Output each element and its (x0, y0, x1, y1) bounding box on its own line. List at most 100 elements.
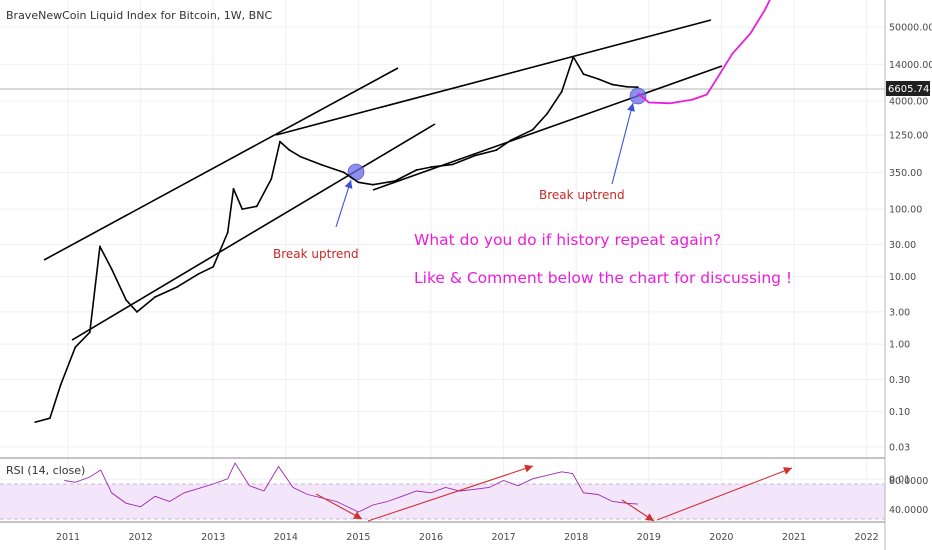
price-point (125, 299, 127, 301)
break-arrow-left (335, 179, 352, 228)
x-tick-label: 2018 (564, 532, 588, 543)
price-point (321, 164, 323, 166)
trendlines[interactable] (43, 19, 723, 341)
price-point (393, 180, 396, 183)
break-arrow-right-head (627, 103, 635, 112)
price-point (226, 231, 229, 234)
price-point (299, 155, 302, 158)
y-tick-label: 1250.00 (889, 131, 928, 142)
price-point (59, 383, 62, 386)
rsi-arrow-up-2-head (783, 467, 792, 475)
price-point (232, 187, 235, 190)
y-tick-label: 100.00 (889, 205, 922, 216)
price-point (597, 78, 599, 80)
price-point (88, 331, 91, 334)
price-point (110, 268, 113, 270)
trendline (275, 19, 712, 136)
price-point (611, 83, 614, 86)
price-point (270, 178, 273, 180)
price-point (473, 154, 476, 157)
break-arrow-left-head (344, 180, 353, 189)
rsi-band (0, 484, 885, 519)
y-tick-label: 10.00 (889, 272, 916, 283)
price-point (572, 56, 575, 58)
price-point (197, 272, 200, 275)
y-tick-label: 350.00 (889, 168, 922, 179)
x-tick-label: 2014 (274, 532, 298, 543)
price-point (415, 169, 418, 171)
break-uptrend-label-right: Break uptrend (539, 188, 625, 202)
last-price-tag: 6605.74 (886, 81, 930, 96)
price-point (357, 181, 360, 184)
price-point (430, 166, 432, 168)
price-point (99, 245, 101, 248)
rsi-y-tick-label: 40.0000 (889, 505, 928, 516)
trendline (71, 123, 436, 341)
last-price-label: 6605.74 (888, 84, 929, 95)
price-point (451, 163, 454, 166)
price-point (48, 417, 51, 420)
y-tick-label: 0.03 (889, 442, 910, 453)
x-tick-label: 2021 (782, 532, 806, 543)
rsi-arrow-down-1 (315, 493, 363, 520)
price-point (546, 112, 549, 115)
x-tick-label: 2022 (855, 532, 879, 543)
x-tick-label: 2011 (56, 532, 80, 543)
y-tick-label: 1.00 (889, 340, 910, 351)
y-tick-label: 30.00 (889, 240, 916, 251)
rsi-y-tick-label: 80.0000 (889, 476, 928, 487)
price-point (531, 128, 534, 131)
break-uptrend-label-left: Break uptrend (273, 247, 359, 261)
price-point (241, 208, 244, 211)
price-point (637, 86, 639, 89)
y-tick-label: 14000.00 (889, 60, 932, 71)
price-point (560, 90, 563, 93)
x-tick-label: 2012 (129, 532, 153, 543)
price-point (279, 140, 281, 143)
price-point (372, 183, 374, 186)
rsi-arrow-down-2-head (645, 513, 654, 521)
y-tick-label: 3.00 (889, 307, 910, 318)
price-point (176, 286, 178, 288)
trendline (372, 65, 723, 191)
x-tick-label: 2019 (637, 532, 661, 543)
rsi-title: RSI (14, close) (6, 464, 85, 477)
y-tick-label: 50000.00 (889, 22, 932, 33)
rsi-arrow-up-1-head (524, 464, 533, 473)
x-tick-label: 2013 (201, 532, 225, 543)
price-point (154, 296, 157, 298)
chart-title: BraveNewCoin Liquid Index for Bitcoin, 1… (6, 9, 272, 22)
y-tick-label: 0.10 (889, 407, 910, 418)
y-tick-label: 0.01 (889, 475, 910, 486)
rsi-arrow-down-1-head (353, 511, 362, 519)
price-point (34, 421, 37, 423)
question-annotation: What do you do if history repeat again? (414, 231, 721, 249)
x-tick-label: 2020 (709, 532, 733, 543)
rsi-arrow-up-2 (656, 467, 793, 521)
price-point (288, 149, 291, 151)
x-tick-label: 2016 (419, 532, 443, 543)
price-point (255, 205, 258, 208)
break-arrow-right (611, 102, 634, 185)
annotation-arrows[interactable] (315, 102, 793, 522)
y-tick-label: 0.30 (889, 375, 910, 386)
price-point (212, 265, 215, 268)
rsi-arrow-up-1 (367, 465, 534, 522)
price-point (626, 85, 628, 88)
rsi-line (64, 462, 638, 513)
price-point (74, 346, 77, 349)
price-point (495, 149, 498, 151)
y-tick-label: 4000.00 (889, 97, 928, 108)
x-tick-label: 2017 (492, 532, 516, 543)
comment-annotation: Like & Comment below the chart for discu… (414, 269, 792, 287)
price-point (342, 171, 345, 174)
price-point (582, 73, 585, 76)
price-point (509, 139, 512, 142)
trendline (43, 67, 399, 261)
projection-line (637, 0, 771, 105)
price-point (136, 311, 138, 313)
x-tick-label: 2015 (346, 532, 370, 543)
grid (0, 0, 885, 522)
break-marker (629, 87, 647, 105)
